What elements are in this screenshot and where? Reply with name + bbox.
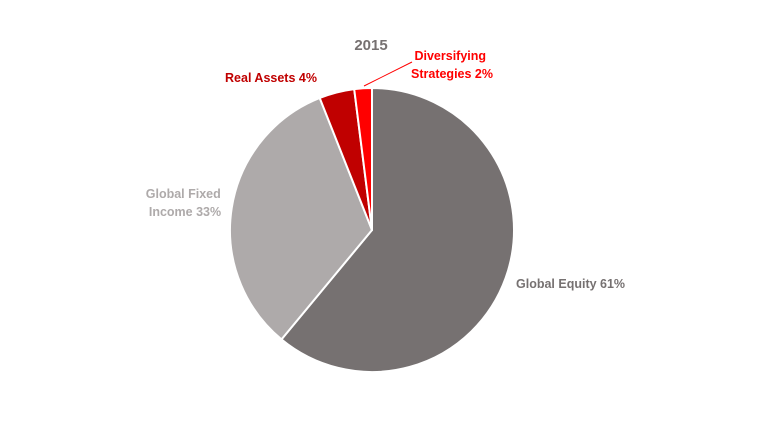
- label-global-fixed-income: Global Fixed Income 33%: [146, 187, 225, 219]
- label-global-equity: Global Equity 61%: [516, 277, 625, 291]
- slice-diversifying-strategies: [353, 87, 373, 231]
- label-diversifying-strategies: Diversifying Strategies 2%: [411, 49, 493, 81]
- label-global-fixed-income-line1: Global Fixed: [146, 187, 221, 201]
- pie-slices: [229, 87, 515, 373]
- label-diversifying-line2: Strategies 2%: [411, 67, 493, 81]
- label-real-assets: Real Assets 4%: [225, 71, 317, 85]
- label-global-fixed-income-line2: Income 33%: [149, 205, 221, 219]
- slice-global-equity: [280, 87, 515, 373]
- chart-title: 2015: [354, 37, 387, 54]
- label-diversifying-line1: Diversifying: [414, 49, 486, 63]
- slice-global-fixed-income: [229, 96, 373, 341]
- leader-line-diversifying: [363, 61, 413, 87]
